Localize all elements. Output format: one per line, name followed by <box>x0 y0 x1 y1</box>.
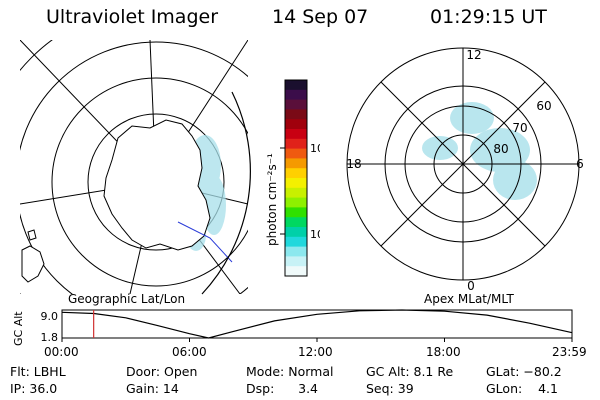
colorbar-cell <box>285 256 307 267</box>
mlt-label-0: 0 <box>467 279 475 293</box>
geo-panel-label: Geographic Lat/Lon <box>68 292 186 306</box>
info-gc-alt: GC Alt: 8.1 Re <box>366 364 454 379</box>
colorbar-cell <box>285 158 307 169</box>
colorbar-cell <box>285 148 307 159</box>
mlt-label-18: 18 <box>346 157 361 171</box>
colorbar: 100 10 photon cm⁻²s⁻¹ <box>265 79 320 277</box>
colorbar-cell <box>285 119 307 130</box>
info-door: Door: Open <box>126 364 198 379</box>
info-gain: Gain: 14 <box>126 381 179 396</box>
altitude-ytick-max: 9.0 <box>41 310 59 323</box>
altitude-xtick-1800: 18:00 <box>426 345 461 359</box>
info-glat: GLat: −80.2 <box>486 364 562 379</box>
colorbar-cell <box>285 99 307 110</box>
colorbar-cell <box>285 168 307 179</box>
altitude-xtick-2359: 23:59 <box>552 345 587 359</box>
mag-panel-label: Apex MLat/MLT <box>424 292 514 306</box>
altitude-xtick-0600: 06:00 <box>172 345 207 359</box>
altitude-xtick-0000: 00:00 <box>44 345 79 359</box>
info-filter: Flt: LBHL <box>10 364 66 379</box>
info-ip: IP: 36.0 <box>10 381 58 396</box>
info-seq: Seq: 39 <box>366 381 414 396</box>
mlt-label-12: 12 <box>466 48 481 62</box>
info-dsp: Dsp: 3.4 <box>246 381 319 396</box>
colorbar-cell <box>285 217 307 228</box>
info-mode: Mode: Normal <box>246 364 334 379</box>
altitude-ylabel: GC Alt <box>12 311 25 346</box>
altitude-plot: GC Alt 9.0 1.8 <box>12 309 573 346</box>
mlt-label-6: 6 <box>576 157 584 171</box>
colorbar-cell <box>285 129 307 140</box>
colorbar-cell <box>285 197 307 208</box>
instrument-title: Ultraviolet Imager <box>46 6 219 28</box>
altitude-ytick-min: 1.8 <box>41 331 59 344</box>
colorbar-cell <box>285 138 307 150</box>
colorbar-cells <box>285 80 307 277</box>
info-glon: GLon: 4.1 <box>486 381 558 396</box>
colorbar-cell <box>285 187 307 199</box>
colorbar-unit-label: photon cm⁻²s⁻¹ <box>265 153 279 246</box>
colorbar-tick-10: 10 <box>310 228 320 241</box>
colorbar-cell <box>285 89 307 101</box>
colorbar-cell <box>285 178 307 189</box>
colorbar-cell <box>285 266 307 277</box>
colorbar-tick-100: 100 <box>310 142 320 155</box>
lat-label-70: 70 <box>512 121 527 135</box>
colorbar-cell <box>285 246 307 257</box>
observation-time: 01:29:15 UT <box>430 6 547 28</box>
colorbar-cell <box>285 80 307 91</box>
altitude-curve <box>61 309 572 339</box>
observation-date: 14 Sep 07 <box>272 6 369 28</box>
altitude-xtick-1200: 12:00 <box>298 345 333 359</box>
colorbar-cell <box>285 207 307 218</box>
lat-label-60: 60 <box>536 99 551 113</box>
colorbar-cell <box>285 109 307 120</box>
colorbar-cell <box>285 227 307 238</box>
colorbar-cell <box>285 236 307 248</box>
lat-label-80: 80 <box>493 142 508 156</box>
